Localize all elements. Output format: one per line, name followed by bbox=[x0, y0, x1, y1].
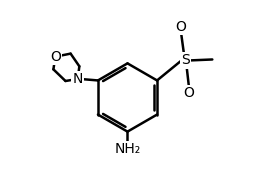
Text: O: O bbox=[183, 86, 194, 100]
Text: O: O bbox=[175, 20, 186, 34]
Text: N: N bbox=[72, 72, 83, 86]
Text: S: S bbox=[180, 53, 189, 67]
Text: O: O bbox=[50, 50, 60, 64]
Text: NH₂: NH₂ bbox=[114, 142, 140, 156]
